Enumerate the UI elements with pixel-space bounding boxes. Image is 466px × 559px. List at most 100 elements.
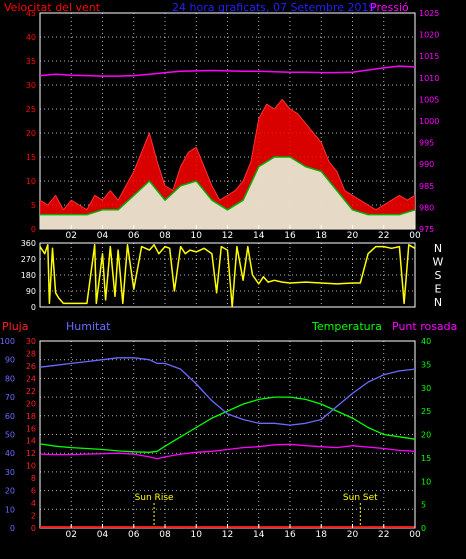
pressure-y-tick-label: 980 xyxy=(419,203,434,212)
dew-point-line xyxy=(39,443,416,460)
direction-y-tick-label: 360 xyxy=(21,239,36,248)
climate-x-tick-label: 08 xyxy=(159,530,171,540)
climate-x-tick-label: 22 xyxy=(378,530,389,540)
rain-y-tick-label: 28 xyxy=(26,349,36,358)
pressure-y-tick-label: 1010 xyxy=(419,74,439,83)
climate-x-tick-label: 16 xyxy=(284,530,296,540)
climate-x-tick-label: 10 xyxy=(191,530,203,540)
pressure-y-tick-label: 1020 xyxy=(419,31,439,40)
wind-y-tick-label: 15 xyxy=(26,153,36,162)
sun-marker-label: Sun Rise xyxy=(135,493,174,503)
temperature-y-tick-label: 25 xyxy=(421,407,431,416)
compass-label: N xyxy=(434,296,442,309)
pressure-y-tick-label: 1005 xyxy=(419,95,439,104)
pressure-y-tick-label: 990 xyxy=(419,160,434,169)
humidity-y-tick-label: 50 xyxy=(5,431,15,440)
humidity-y-tick-label: 70 xyxy=(5,393,15,402)
rain-y-tick-label: 6 xyxy=(31,487,36,496)
wind-y-tick-label: 0 xyxy=(31,225,36,234)
wind-average-area xyxy=(40,157,415,229)
direction-y-tick-label: 270 xyxy=(21,255,36,264)
pressure-y-tick-label: 1025 xyxy=(419,9,439,18)
wind-average-line xyxy=(40,156,416,216)
wind-x-tick-label: 22 xyxy=(378,231,389,241)
temperature-y-tick-label: 5 xyxy=(421,501,426,510)
wind-y-tick-label: 20 xyxy=(26,129,36,138)
humidity-y-tick-label: 80 xyxy=(5,374,15,383)
wind-y-tick-label: 45 xyxy=(26,9,36,18)
humidity-y-tick-label: 40 xyxy=(5,449,15,458)
temperature-label: Temperatura xyxy=(311,320,382,333)
compass-label: N xyxy=(434,242,442,255)
humidity-y-tick-label: 10 xyxy=(5,505,15,514)
rain-y-tick-label: 12 xyxy=(26,449,36,458)
rain-y-tick-label: 24 xyxy=(26,374,36,383)
rain-y-tick-label: 16 xyxy=(26,424,36,433)
climate-chart: 0102030405060708090100024681012141618202… xyxy=(0,337,431,540)
pressure-y-tick-label: 995 xyxy=(419,139,434,148)
wind-x-tick-label: 18 xyxy=(316,231,328,241)
pressure-y-tick-label: 1000 xyxy=(419,117,439,126)
pressure-line xyxy=(39,65,416,77)
wind-x-tick-label: 12 xyxy=(222,231,233,241)
wind-x-tick-label: 16 xyxy=(284,231,296,241)
dew-point-label: Punt rosada xyxy=(392,320,457,333)
compass-label: W xyxy=(433,256,444,269)
humidity-label: Humitat xyxy=(66,320,111,333)
wind-x-tick-label: 08 xyxy=(159,231,171,241)
wind-y-tick-label: 30 xyxy=(26,81,36,90)
temperature-y-tick-label: 35 xyxy=(421,360,431,369)
temperature-line xyxy=(39,396,416,453)
pressure-y-tick-label: 1015 xyxy=(419,52,439,61)
temperature-y-tick-label: 30 xyxy=(421,384,431,393)
rain-y-tick-label: 20 xyxy=(26,399,36,408)
wind-y-tick-label: 35 xyxy=(26,57,36,66)
climate-x-tick-label: 20 xyxy=(347,530,359,540)
humidity-y-tick-label: 90 xyxy=(5,356,15,365)
wind-x-tick-label: 20 xyxy=(347,231,359,241)
wind-y-tick-label: 5 xyxy=(31,201,36,210)
wind-x-tick-label: 00 xyxy=(409,231,421,241)
compass-label: E xyxy=(435,283,442,296)
rain-y-tick-label: 30 xyxy=(26,337,36,346)
wind-chart: 0510152025303540459759809859909951000100… xyxy=(26,9,440,241)
rain-y-tick-label: 0 xyxy=(31,524,36,533)
sun-marker-label: Sun Set xyxy=(343,493,378,503)
temperature-y-tick-label: 15 xyxy=(421,454,431,463)
chart-title: 24 hora graficats, 07 Setembre 2019 xyxy=(172,1,376,14)
direction-line xyxy=(39,244,416,308)
humidity-line xyxy=(39,357,416,426)
rain-y-tick-label: 22 xyxy=(26,387,36,396)
wind-speed-label: Velocitat del vent xyxy=(4,1,101,14)
climate-x-tick-label: 04 xyxy=(97,530,109,540)
wind-x-tick-label: 04 xyxy=(97,231,109,241)
pressure-y-tick-label: 985 xyxy=(419,182,434,191)
pressure-label: Pressió xyxy=(370,1,409,14)
wind-x-tick-label: 10 xyxy=(191,231,203,241)
wind-y-tick-label: 40 xyxy=(26,33,36,42)
climate-x-tick-label: 06 xyxy=(128,530,140,540)
wind-x-tick-label: 14 xyxy=(253,231,265,241)
rain-label: Pluja xyxy=(2,320,28,333)
humidity-y-tick-label: 20 xyxy=(5,487,15,496)
wind-speed-line xyxy=(39,98,416,211)
wind-x-tick-label: 06 xyxy=(128,231,140,241)
rain-y-tick-label: 4 xyxy=(31,499,36,508)
humidity-y-tick-label: 0 xyxy=(10,524,15,533)
wind-y-tick-label: 25 xyxy=(26,105,36,114)
direction-y-tick-label: 90 xyxy=(26,287,36,296)
direction-y-tick-label: 180 xyxy=(21,271,36,280)
wind-y-tick-label: 10 xyxy=(26,177,36,186)
rain-y-tick-label: 10 xyxy=(26,462,36,471)
climate-x-tick-label: 02 xyxy=(66,530,77,540)
direction-y-tick-label: 0 xyxy=(31,303,36,312)
temperature-y-tick-label: 20 xyxy=(421,431,431,440)
humidity-y-tick-label: 30 xyxy=(5,468,15,477)
humidity-y-tick-label: 100 xyxy=(0,337,15,346)
climate-x-tick-label: 00 xyxy=(409,530,421,540)
humidity-y-tick-label: 60 xyxy=(5,412,15,421)
temperature-y-tick-label: 10 xyxy=(421,477,431,486)
